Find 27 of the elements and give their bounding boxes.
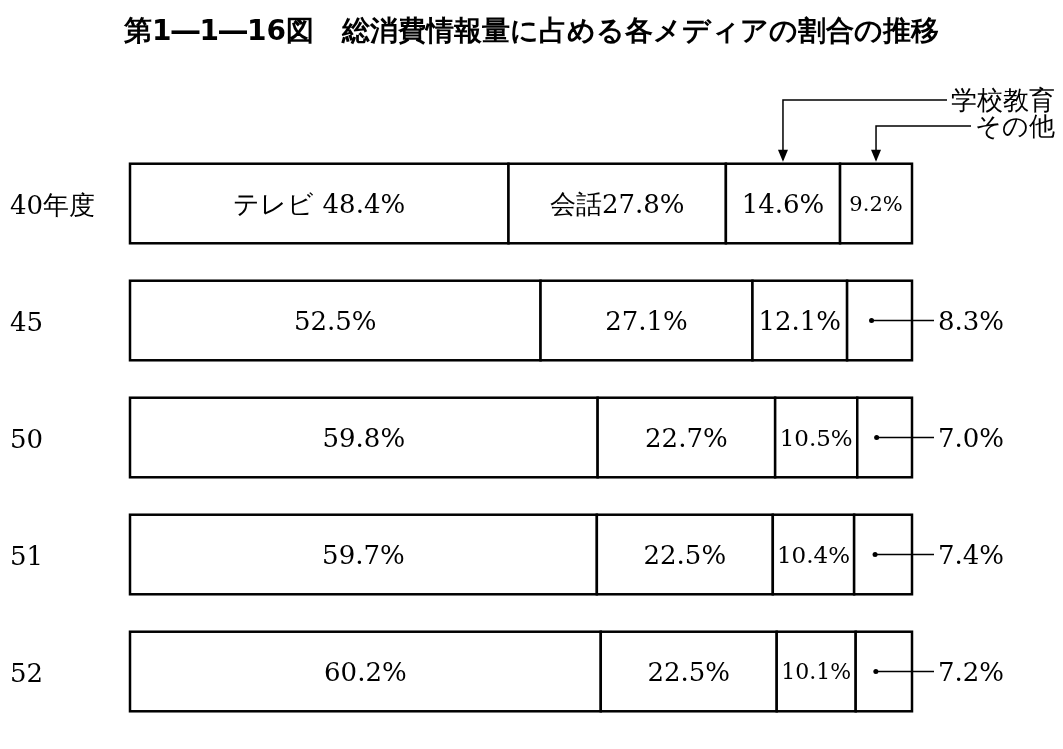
- data-label: 12.1%: [758, 305, 842, 336]
- data-label: 10.5%: [779, 424, 853, 451]
- data-label: 8.3%: [938, 305, 1005, 336]
- text: 学校教育: [951, 85, 1055, 115]
- data-label: 7.0%: [938, 422, 1005, 453]
- data-label: 22.5%: [647, 656, 731, 687]
- data-label: 60.2%: [324, 656, 407, 687]
- y-tick-label: 45: [10, 306, 44, 337]
- data-label: 10.4%: [776, 541, 851, 568]
- y-tick-label: 40年度: [10, 189, 96, 220]
- data-label: テレビ 48.4%: [233, 188, 406, 219]
- data-label: 22.5%: [643, 539, 727, 570]
- y-tick-label: 50: [10, 423, 44, 454]
- data-label: 7.2%: [938, 656, 1005, 687]
- data-label: 10.1%: [781, 659, 852, 685]
- data-label: 52.5%: [293, 305, 377, 336]
- data-label: 59.7%: [322, 539, 405, 570]
- y-tick-label: 51: [10, 540, 44, 571]
- chart-title: 第1―1―16図 総消費情報量に占める各メディアの割合の推移: [123, 14, 939, 47]
- y-tick-label: 52: [10, 657, 44, 688]
- data-label: 14.6%: [741, 188, 825, 219]
- data-label: 22.7%: [645, 422, 728, 453]
- data-label: 27.1%: [605, 305, 688, 336]
- data-label: 7.4%: [938, 539, 1005, 570]
- data-label: 会話27.8%: [549, 188, 685, 219]
- data-label: 9.2%: [849, 191, 903, 216]
- data-label: 59.8%: [322, 422, 406, 453]
